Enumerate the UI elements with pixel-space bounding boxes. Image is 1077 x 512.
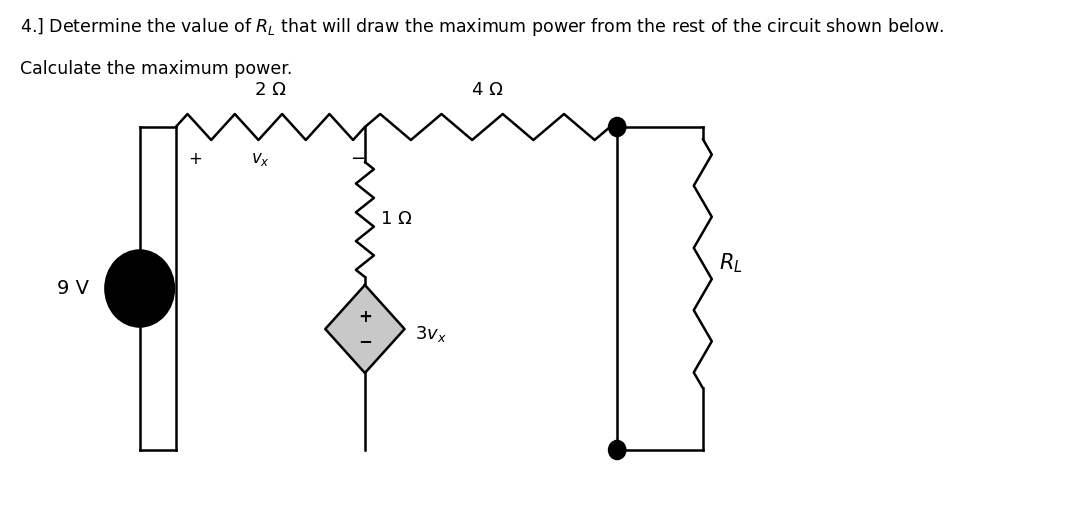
Text: +: + — [358, 308, 372, 326]
Circle shape — [610, 118, 626, 136]
Text: +: + — [132, 269, 148, 288]
Circle shape — [610, 441, 626, 459]
Text: 1 Ω: 1 Ω — [381, 210, 411, 228]
Circle shape — [106, 250, 173, 327]
Text: 4 Ω: 4 Ω — [472, 81, 503, 99]
Text: $R_L$: $R_L$ — [719, 252, 743, 275]
Text: −: − — [358, 332, 372, 350]
Text: Calculate the maximum power.: Calculate the maximum power. — [19, 60, 292, 78]
Text: +: + — [188, 150, 202, 168]
Text: 9 V: 9 V — [57, 279, 89, 298]
Text: $3v_x$: $3v_x$ — [416, 324, 447, 344]
Polygon shape — [325, 285, 405, 373]
Text: 4.] Determine the value of $R_L$ that will draw the maximum power from the rest : 4.] Determine the value of $R_L$ that wi… — [19, 16, 945, 38]
Text: −: − — [350, 150, 365, 168]
Text: $v_x$: $v_x$ — [251, 150, 270, 168]
Text: 2 Ω: 2 Ω — [255, 81, 285, 99]
Text: −: − — [132, 291, 148, 309]
